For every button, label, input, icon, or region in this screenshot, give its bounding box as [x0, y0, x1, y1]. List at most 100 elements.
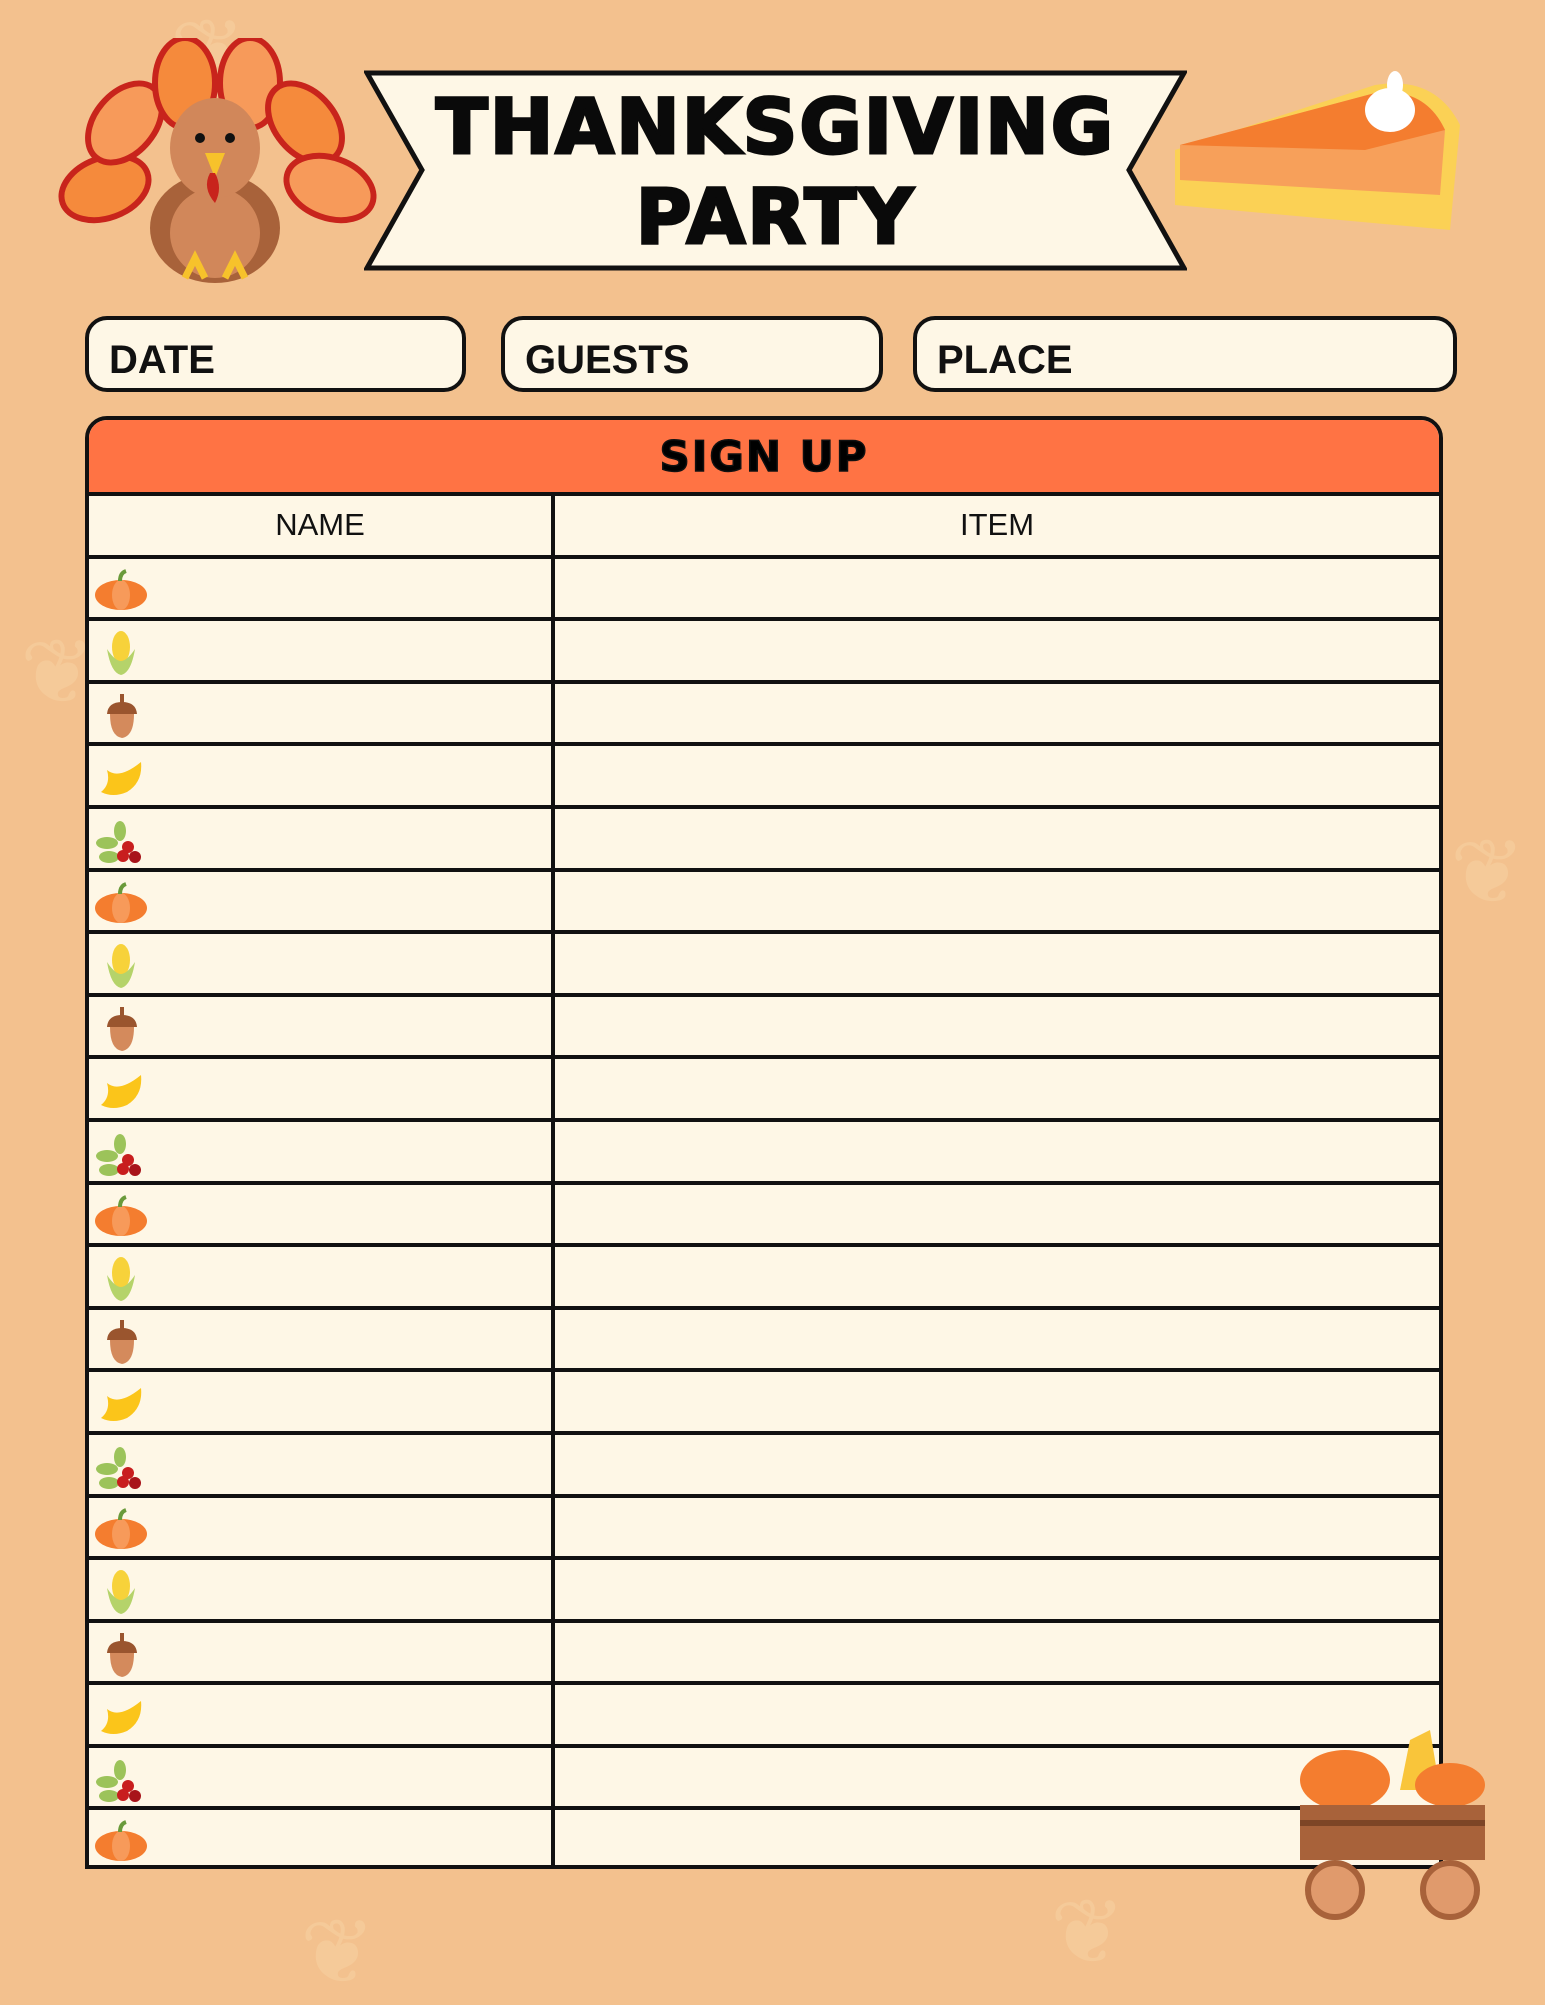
- page-title-line1: THANKSGIVING: [434, 81, 1116, 173]
- table-row: [89, 1622, 1439, 1686]
- name-cell[interactable]: [89, 1309, 555, 1369]
- name-cell[interactable]: [89, 996, 555, 1056]
- item-cell[interactable]: [555, 872, 1439, 931]
- table-row: [89, 1121, 1439, 1185]
- item-cell[interactable]: [555, 934, 1439, 993]
- leaf-icon: [101, 1075, 142, 1109]
- pumpkin-icon: [95, 881, 147, 923]
- name-cell[interactable]: [89, 1059, 555, 1118]
- name-cell[interactable]: [89, 1247, 555, 1306]
- leaf-icon: [101, 762, 142, 796]
- table-row: [89, 808, 1439, 872]
- name-cell[interactable]: [89, 871, 555, 931]
- maple-leaf-decoration: ❦: [1050, 1883, 1126, 1983]
- name-cell[interactable]: [89, 1622, 555, 1682]
- table-row: [89, 1685, 1439, 1748]
- acorn-icon: [107, 1319, 137, 1364]
- item-cell[interactable]: [555, 1310, 1439, 1369]
- table-row: [89, 683, 1439, 747]
- table-row: [89, 1309, 1439, 1373]
- pumpkin-icon: [95, 1820, 147, 1862]
- name-cell[interactable]: [89, 1121, 555, 1181]
- table-row: [89, 1434, 1439, 1498]
- name-cell[interactable]: [89, 1372, 555, 1431]
- name-cell[interactable]: [89, 1810, 555, 1865]
- table-row: [89, 934, 1439, 997]
- item-cell[interactable]: [555, 746, 1439, 805]
- item-cell[interactable]: [555, 1498, 1439, 1557]
- leaf-icon: [101, 1701, 142, 1735]
- name-cell[interactable]: [89, 683, 555, 743]
- name-cell[interactable]: [89, 808, 555, 868]
- date-field[interactable]: DATE: [85, 316, 466, 392]
- leaf-icon: [101, 1388, 142, 1422]
- name-cell[interactable]: [89, 934, 555, 993]
- name-cell[interactable]: [89, 1497, 555, 1557]
- item-cell[interactable]: [555, 1623, 1439, 1682]
- table-row: [89, 1247, 1439, 1310]
- name-cell[interactable]: [89, 558, 555, 618]
- berries-icon: [96, 1446, 141, 1489]
- corn-icon: [107, 631, 135, 676]
- turkey-illustration: [58, 38, 377, 283]
- item-cell[interactable]: [555, 1059, 1439, 1118]
- pumpkin-pie-illustration: [1175, 71, 1460, 230]
- maple-leaf-decoration: ❦: [300, 1903, 376, 2003]
- table-row: [89, 1810, 1439, 1865]
- item-cell[interactable]: [555, 1122, 1439, 1181]
- item-cell[interactable]: [555, 559, 1439, 618]
- column-header-name: NAME: [89, 496, 555, 555]
- table-row: [89, 1497, 1439, 1561]
- berries-icon: [96, 820, 141, 863]
- name-cell[interactable]: [89, 621, 555, 680]
- table-row: [89, 871, 1439, 935]
- item-cell[interactable]: [555, 809, 1439, 868]
- name-cell[interactable]: [89, 746, 555, 805]
- pumpkin-wagon-illustration: [1300, 1730, 1485, 1920]
- item-cell[interactable]: [555, 997, 1439, 1056]
- corn-icon: [107, 944, 135, 989]
- corn-icon: [107, 1257, 135, 1302]
- table-row: [89, 621, 1439, 684]
- date-label: DATE: [109, 338, 215, 382]
- title-banner: [364, 70, 1187, 271]
- signup-table: SIGN UP NAME ITEM: [85, 416, 1443, 1869]
- berries-icon: [96, 1759, 141, 1802]
- item-cell[interactable]: [555, 1185, 1439, 1244]
- corn-icon: [107, 1570, 135, 1615]
- table-row: [89, 746, 1439, 809]
- pumpkin-icon: [95, 568, 147, 610]
- pumpkin-icon: [95, 1507, 147, 1549]
- signup-title: SIGN UP: [89, 420, 1439, 496]
- guests-field[interactable]: GUESTS: [501, 316, 883, 392]
- item-cell[interactable]: [555, 1560, 1439, 1619]
- name-cell[interactable]: [89, 1685, 555, 1744]
- table-header-row: NAME ITEM: [89, 496, 1439, 559]
- table-row: [89, 996, 1439, 1060]
- table-row: [89, 1747, 1439, 1811]
- berries-icon: [96, 1133, 141, 1176]
- item-cell[interactable]: [555, 621, 1439, 680]
- name-cell[interactable]: [89, 1184, 555, 1244]
- item-cell[interactable]: [555, 1372, 1439, 1431]
- item-cell[interactable]: [555, 684, 1439, 743]
- acorn-icon: [107, 693, 137, 738]
- acorn-icon: [107, 1632, 137, 1677]
- pumpkin-icon: [95, 1194, 147, 1236]
- acorn-icon: [107, 1006, 137, 1051]
- name-cell[interactable]: [89, 1434, 555, 1494]
- table-row: [89, 1184, 1439, 1248]
- page-title-line2: PARTY: [634, 171, 916, 263]
- table-row: [89, 1372, 1439, 1435]
- table-row: [89, 1560, 1439, 1623]
- item-cell[interactable]: [555, 1435, 1439, 1494]
- table-row: [89, 1059, 1439, 1122]
- name-cell[interactable]: [89, 1560, 555, 1619]
- place-field[interactable]: PLACE: [913, 316, 1457, 392]
- column-header-item: ITEM: [959, 507, 1035, 542]
- name-cell[interactable]: [89, 1747, 555, 1807]
- table-row: [89, 558, 1439, 622]
- item-cell[interactable]: [555, 1247, 1439, 1306]
- maple-leaf-decoration: ❦: [20, 623, 96, 723]
- maple-leaf-decoration: ❦: [1450, 823, 1526, 923]
